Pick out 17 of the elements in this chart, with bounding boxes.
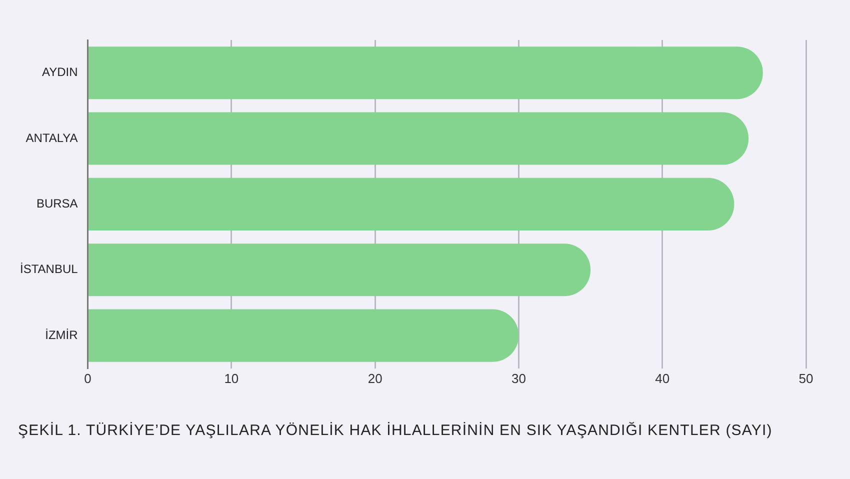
bar xyxy=(88,244,591,296)
text: ŞEKİL 1. TÜRKİYE’DE YAŞLILARA YÖNELİK HAK İHLALLERİNİN EN SIK YAŞANDIĞI KENTLER (SAYI) xyxy=(18,421,774,441)
y-tick-label: İSTANBUL xyxy=(20,262,78,276)
x-tick-label: 30 xyxy=(511,370,526,386)
y-tick-label: AYDIN xyxy=(42,65,78,80)
x-tick-label: 40 xyxy=(655,370,670,386)
bar xyxy=(88,309,519,362)
x-tick-label: 50 xyxy=(798,370,814,386)
x-tick-label: 20 xyxy=(368,370,382,386)
bar xyxy=(88,178,734,230)
y-tick-label: BURSA xyxy=(36,196,78,211)
y-tick-label: ANTALYA xyxy=(26,130,78,145)
x-tick-label: 0 xyxy=(84,370,92,386)
y-tick-label: İZMİR xyxy=(45,328,78,342)
bar xyxy=(88,46,763,100)
x-tick-label: 10 xyxy=(224,370,239,386)
bar xyxy=(88,112,749,165)
